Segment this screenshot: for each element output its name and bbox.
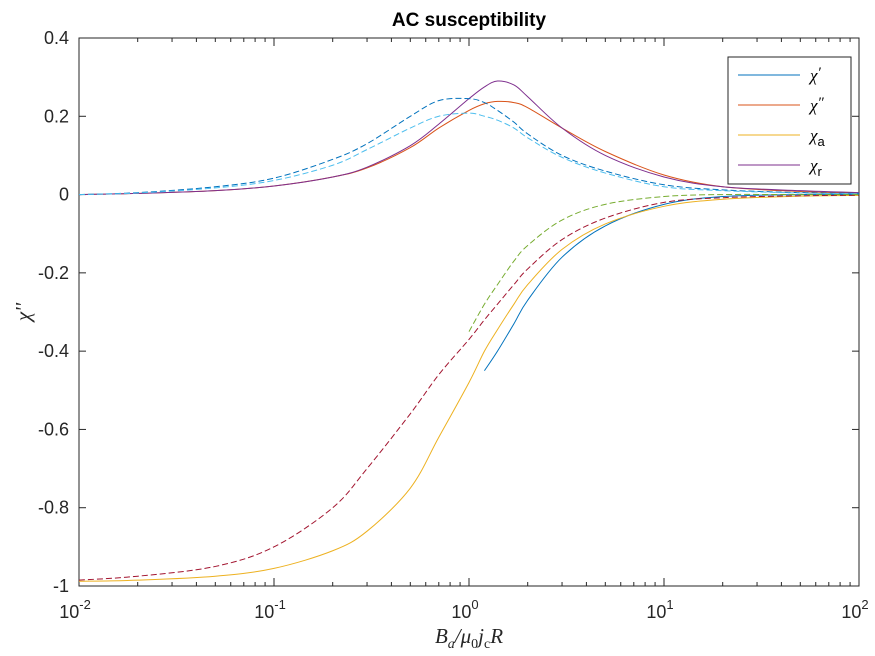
y-tick-label: 0 xyxy=(59,185,69,205)
legend-entry-modifier: ′ xyxy=(817,65,821,81)
legend-entry-modifier: a xyxy=(817,134,825,149)
series-line-6 xyxy=(78,112,860,196)
series-line-8 xyxy=(468,193,859,332)
legend-entry-modifier: r xyxy=(817,164,822,179)
y-tick-label: -0.8 xyxy=(38,498,69,518)
series-line-3 xyxy=(78,194,860,582)
x-tick-label: 102 xyxy=(841,597,868,622)
legend-box xyxy=(727,56,852,185)
legend-entry: χa xyxy=(808,126,825,149)
legend-entry: χr xyxy=(808,156,822,179)
legend-entry-base: χ xyxy=(808,96,818,115)
series-line-4 xyxy=(78,80,860,196)
x-axis-label: Ba/μ0jcR xyxy=(435,624,503,652)
y-tick-label: -0.2 xyxy=(38,263,69,283)
series-lines xyxy=(78,80,860,582)
legend-entry-modifier: ″ xyxy=(817,95,824,111)
chart-title: AC susceptibility xyxy=(392,10,547,31)
y-tick-label: 0.2 xyxy=(44,106,69,126)
legend-entry: χ′ xyxy=(808,65,821,85)
legend-entry-base: χ xyxy=(808,66,818,85)
x-tick-label: 100 xyxy=(451,597,478,622)
legend-entry-base: χ xyxy=(808,156,818,175)
y-tick-label: -0.6 xyxy=(38,419,69,439)
legend-entry: χ″ xyxy=(808,95,824,115)
x-tick-label: 101 xyxy=(646,597,673,622)
y-tick-label: 0.4 xyxy=(44,28,69,48)
legend-entry-base: χ xyxy=(808,126,818,145)
y-tick-label: -0.4 xyxy=(38,341,69,361)
y-tick-label: -1 xyxy=(53,576,69,596)
axis-ticks: 0.4 0.2 0 -0.2 -0.4 -0.6 -0.8 -110-2 10-1 100 101 1… xyxy=(38,28,869,622)
x-tick-label: 10-2 xyxy=(59,597,91,622)
series-line-5 xyxy=(78,97,860,196)
y-axis-label: χ'' xyxy=(11,302,35,323)
series-line-1 xyxy=(484,193,860,371)
x-tick-label: 10-1 xyxy=(254,597,286,622)
series-line-7 xyxy=(78,194,860,581)
